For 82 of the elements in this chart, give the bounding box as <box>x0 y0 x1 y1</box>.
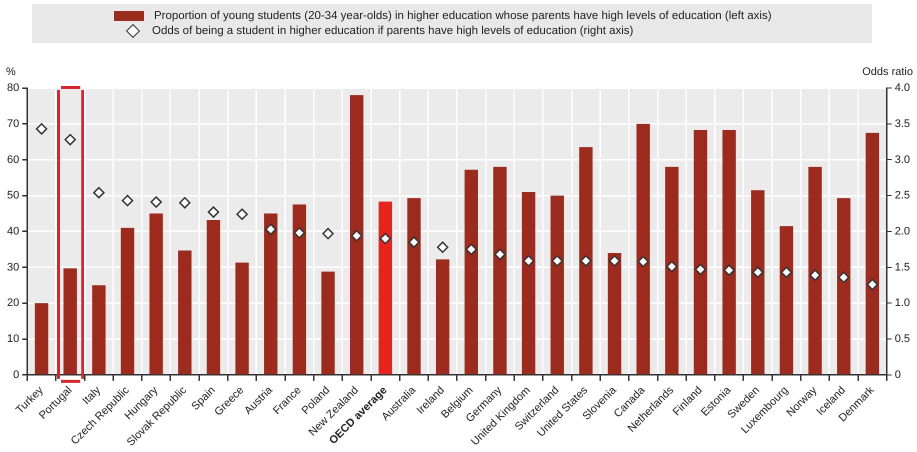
bar <box>292 204 306 374</box>
point <box>122 194 134 206</box>
point <box>551 255 563 267</box>
y-tick-label: 70 <box>6 118 20 130</box>
bar <box>722 130 736 374</box>
point <box>838 272 850 284</box>
bar <box>149 214 163 374</box>
point <box>580 255 592 267</box>
y2-tick-label: 3.0 <box>894 154 910 166</box>
bar <box>178 250 192 374</box>
bar <box>92 285 106 374</box>
bar <box>550 196 564 374</box>
point <box>466 244 478 256</box>
point <box>809 269 821 281</box>
point <box>408 236 420 248</box>
point <box>694 264 706 276</box>
bar <box>64 268 77 374</box>
point <box>522 255 534 267</box>
point <box>866 278 878 290</box>
bar <box>866 132 880 374</box>
bar <box>436 259 450 374</box>
point <box>436 241 448 253</box>
bar <box>665 166 679 374</box>
bar <box>808 166 822 374</box>
bar <box>235 262 249 374</box>
bar <box>206 220 220 374</box>
y2-tick-label: 2.5 <box>894 190 910 202</box>
y2-tick-label: 0.5 <box>894 333 910 346</box>
point <box>666 260 678 272</box>
y2-tick-label: 4.0 <box>894 82 910 94</box>
y2-tick-label: 1.5 <box>894 261 910 274</box>
point <box>265 224 277 236</box>
bar <box>378 202 392 374</box>
bar <box>522 192 536 374</box>
point <box>350 230 362 242</box>
y-tick-label: 30 <box>6 261 20 274</box>
bar <box>350 95 364 374</box>
bar <box>636 124 650 374</box>
bar <box>407 198 421 374</box>
y-tick-label: 20 <box>6 297 20 310</box>
bar <box>608 252 622 374</box>
y-tick-label: 50 <box>6 190 20 202</box>
bar <box>464 170 478 374</box>
legend-label: Proportion of young students (20-34 year-olds) in higher education whose parents have high levels of education (left axis) <box>154 10 772 22</box>
point <box>723 264 735 276</box>
point <box>93 186 105 198</box>
point <box>294 227 306 239</box>
bar <box>694 130 708 374</box>
y-tick-label: 80 <box>6 82 20 94</box>
y-tick-label: 40 <box>6 225 20 238</box>
y2-tick-label: 0 <box>894 368 901 381</box>
point <box>637 256 649 268</box>
point <box>36 123 48 135</box>
y2-tick-label: 2.0 <box>894 225 910 238</box>
point <box>179 197 191 209</box>
point <box>322 228 334 240</box>
bar <box>837 198 850 374</box>
bar <box>780 226 794 374</box>
point <box>208 206 220 218</box>
bar <box>120 228 134 374</box>
point <box>150 196 162 208</box>
point <box>752 266 764 278</box>
point <box>494 248 506 260</box>
point <box>608 255 620 267</box>
bar <box>493 166 507 374</box>
y-axis-title: % <box>6 66 16 78</box>
point <box>64 134 76 146</box>
bar <box>321 272 335 374</box>
y-tick-label: 10 <box>6 333 20 346</box>
y2-axis-title: Odds ratio <box>862 66 913 78</box>
bar <box>579 147 593 374</box>
bar <box>264 214 278 374</box>
y2-tick-label: 1.0 <box>894 297 910 310</box>
y-tick-label: 60 <box>6 154 20 166</box>
bar <box>751 190 764 374</box>
y-tick-label: 0 <box>13 368 20 381</box>
legend-label: Odds of being a student in higher education if parents have high levels of education (right axis) <box>152 25 634 37</box>
point <box>236 208 248 220</box>
bar <box>34 303 48 374</box>
y2-tick-label: 3.5 <box>894 118 910 130</box>
point <box>380 232 392 244</box>
point <box>780 266 792 278</box>
